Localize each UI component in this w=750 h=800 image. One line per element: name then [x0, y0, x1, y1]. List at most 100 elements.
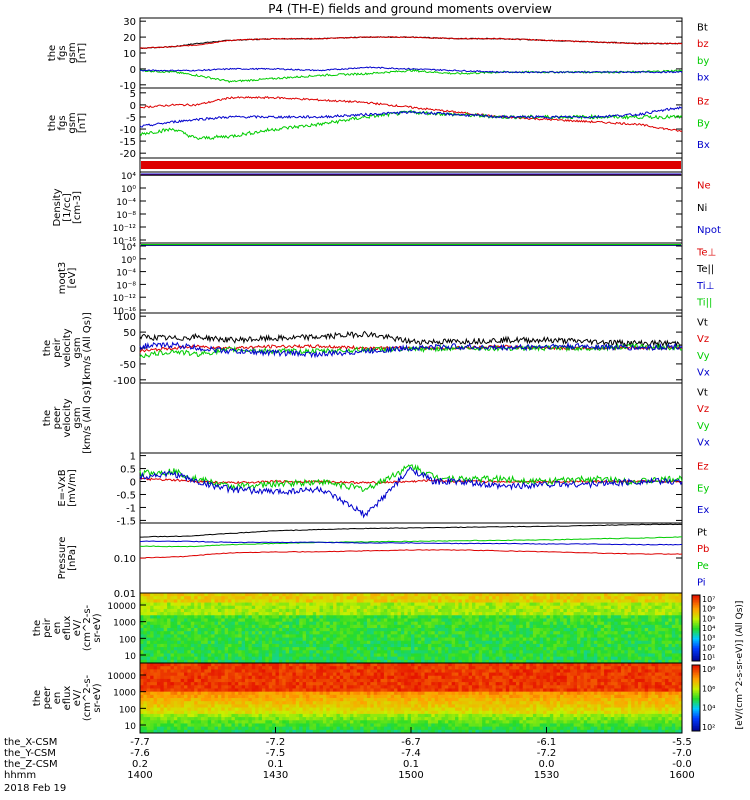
- series-fgs_gsm-2: [139, 106, 683, 128]
- footer-row-label-1: the_Y-CSM: [4, 748, 56, 759]
- footer-date: 2018 Feb 19: [4, 783, 66, 794]
- legend-7-2: Ex: [697, 505, 709, 516]
- series-efield-2: [139, 466, 683, 519]
- footer-value-0-0: -7.7: [130, 737, 150, 748]
- series-peir_velocity-2: [139, 343, 683, 358]
- ylabel-0: thefgsgsm[nT]: [47, 42, 88, 63]
- ytick-10-0: 10000: [107, 672, 136, 682]
- series-fgs_csm-1: [139, 36, 683, 50]
- legend-3-0: Ne: [697, 181, 711, 192]
- series-pressure-1: [140, 549, 683, 559]
- legend-5-2: Vy: [697, 351, 710, 362]
- legend-0-0: Bt: [697, 23, 708, 34]
- ytick-5-1: 50: [123, 328, 136, 339]
- ytick-0-0: 30: [123, 17, 136, 28]
- ytick-4-5: 10⁻¹⁶: [113, 307, 137, 317]
- ytick-3-0: 10⁴: [121, 172, 136, 182]
- legend-1-0: Bz: [697, 96, 709, 107]
- legend-3-1: Ni: [697, 203, 707, 214]
- footer-value-2-4: -0.0: [672, 759, 692, 770]
- footer-value-1-1: -7.5: [266, 748, 286, 759]
- footer-value-2-1: 0.1: [268, 759, 284, 770]
- panel-density: Density[1/cc][cm-3] 10⁴ 10⁰ 10⁻⁴ 10⁻⁸ 10⁻¹² 10…: [52, 171, 721, 247]
- ytick-10-1: 1000: [113, 689, 136, 699]
- panel-peer-spectrogram: thepeerenefluxeV/(cm^2-s-sr-eV) 10000 1000…: [32, 662, 683, 734]
- legend-6-2: Vy: [697, 421, 710, 432]
- ytick-5-2: 0: [130, 344, 136, 355]
- legend-8-3: Pi: [697, 578, 706, 589]
- ytick-1-2: -5: [126, 113, 136, 124]
- ytick-4-3: 10⁻⁸: [116, 281, 136, 291]
- flag-bar: [141, 161, 681, 169]
- footer-value-0-2: -6.7: [401, 737, 421, 748]
- series-fgs_gsm-0: [139, 96, 683, 132]
- legend-5-0: Vt: [697, 318, 708, 329]
- ytick-9-2: 100: [119, 635, 136, 645]
- legend-8-0: Pt: [697, 528, 707, 539]
- series-pressure-2: [139, 536, 682, 548]
- legend-6-0: Vt: [697, 388, 708, 399]
- colorbar-tick-0-5: 10²: [702, 643, 715, 652]
- footer-row-label-3: hhmm: [4, 770, 36, 781]
- colorbar-tick-1-1: 10⁶: [702, 684, 715, 693]
- ytick-7-0: 1: [130, 452, 136, 463]
- footer-value-1-2: -7.4: [401, 748, 421, 759]
- footer-value-0-4: -5.5: [672, 737, 692, 748]
- ytick-7-2: 0: [130, 478, 136, 489]
- legend-7-0: Ez: [697, 461, 709, 472]
- ytick-1-0: 5: [130, 89, 136, 100]
- ytick-5-0: 100: [117, 312, 136, 323]
- spectrogram-peir_eflux: [140, 593, 683, 664]
- ytick-10-3: 10: [125, 722, 137, 732]
- footer-value-1-4: -7.0: [672, 748, 692, 759]
- ytick-7-5: -1.5: [116, 516, 136, 527]
- footer-value-3-2: 1500: [398, 770, 423, 781]
- ylabel-6: thepeervelocitygsm[km/s (All Qs)]: [42, 382, 93, 454]
- colorbar-tick-0-6: 10¹: [702, 653, 715, 662]
- colorbar-tick-0-3: 10⁴: [702, 624, 715, 633]
- colorbar-tick-0-4: 10³: [702, 634, 715, 643]
- series-pressure-3: [139, 540, 683, 546]
- ylabel-10: thepeerenefluxeV/(cm^2-s-sr-eV): [32, 674, 103, 721]
- panel-peir-spectrogram: thepeirenefluxeV/(cm^2-s-sr-eV)100001000…: [32, 592, 683, 664]
- ylabel-4: moqt3[eV]: [57, 262, 78, 295]
- series-pressure-0: [140, 523, 683, 538]
- legend-0-2: by: [697, 56, 709, 67]
- legend-6-1: Vz: [697, 404, 709, 415]
- ytick-9-0: 10000: [107, 602, 136, 612]
- colorbar-tick-0-1: 10⁶: [702, 605, 715, 614]
- panel-efield: E=-VxB[mV/m] 1 0.5 0-0.5 -1 -1.5 Ez Ey Ex: [57, 452, 709, 528]
- ytick-10-2: 100: [119, 705, 136, 715]
- panels: thefgsgsm[nT]3020100-10Btbzbybxthefgsgsm…: [32, 17, 745, 734]
- footer-row-label-2: the_Z-CSM: [4, 759, 58, 770]
- footer-value-2-3: 0.0: [539, 759, 555, 770]
- legend-4-1: Te||: [696, 264, 714, 275]
- footer-value-2-0: 0.2: [132, 759, 148, 770]
- footer-value-3-1: 1430: [263, 770, 288, 781]
- ytick-3-3: 10⁻⁸: [116, 211, 136, 221]
- ylabel-3: Density[1/cc][cm-3]: [52, 188, 83, 226]
- ytick-8-0: 0.10: [114, 554, 136, 565]
- footer-value-3-3: 1530: [534, 770, 559, 781]
- ytick-7-3: -0.5: [116, 490, 136, 501]
- ytick-4-1: 10⁰: [121, 256, 136, 266]
- spectrogram-peer_eflux: [140, 663, 683, 734]
- panel-flag-bar: [139, 157, 683, 173]
- panel-fgs-csm: thefgsgsm[nT] 30 20 10 0 -10 Bt bz by bx: [47, 17, 709, 92]
- legend-6-3: Vx: [697, 438, 710, 449]
- ytick-8-1: 0.01: [114, 589, 136, 600]
- ytick-1-4: -15: [120, 137, 136, 148]
- series-fgs_gsm-1: [139, 109, 683, 140]
- ytick-0-2: 10: [123, 49, 136, 60]
- footer-value-0-1: -7.2: [266, 737, 286, 748]
- footer-value-0-3: -6.1: [537, 737, 557, 748]
- plot-title: P4 (TH-E) fields and ground moments over…: [268, 2, 552, 16]
- ytick-4-0: 10⁴: [121, 243, 136, 253]
- legend-1-1: By: [697, 118, 710, 129]
- colorbar-tick-0-0: 10⁷: [702, 595, 715, 604]
- footer-value-3-0: 1400: [127, 770, 152, 781]
- footer-value-3-4: 1600: [669, 770, 694, 781]
